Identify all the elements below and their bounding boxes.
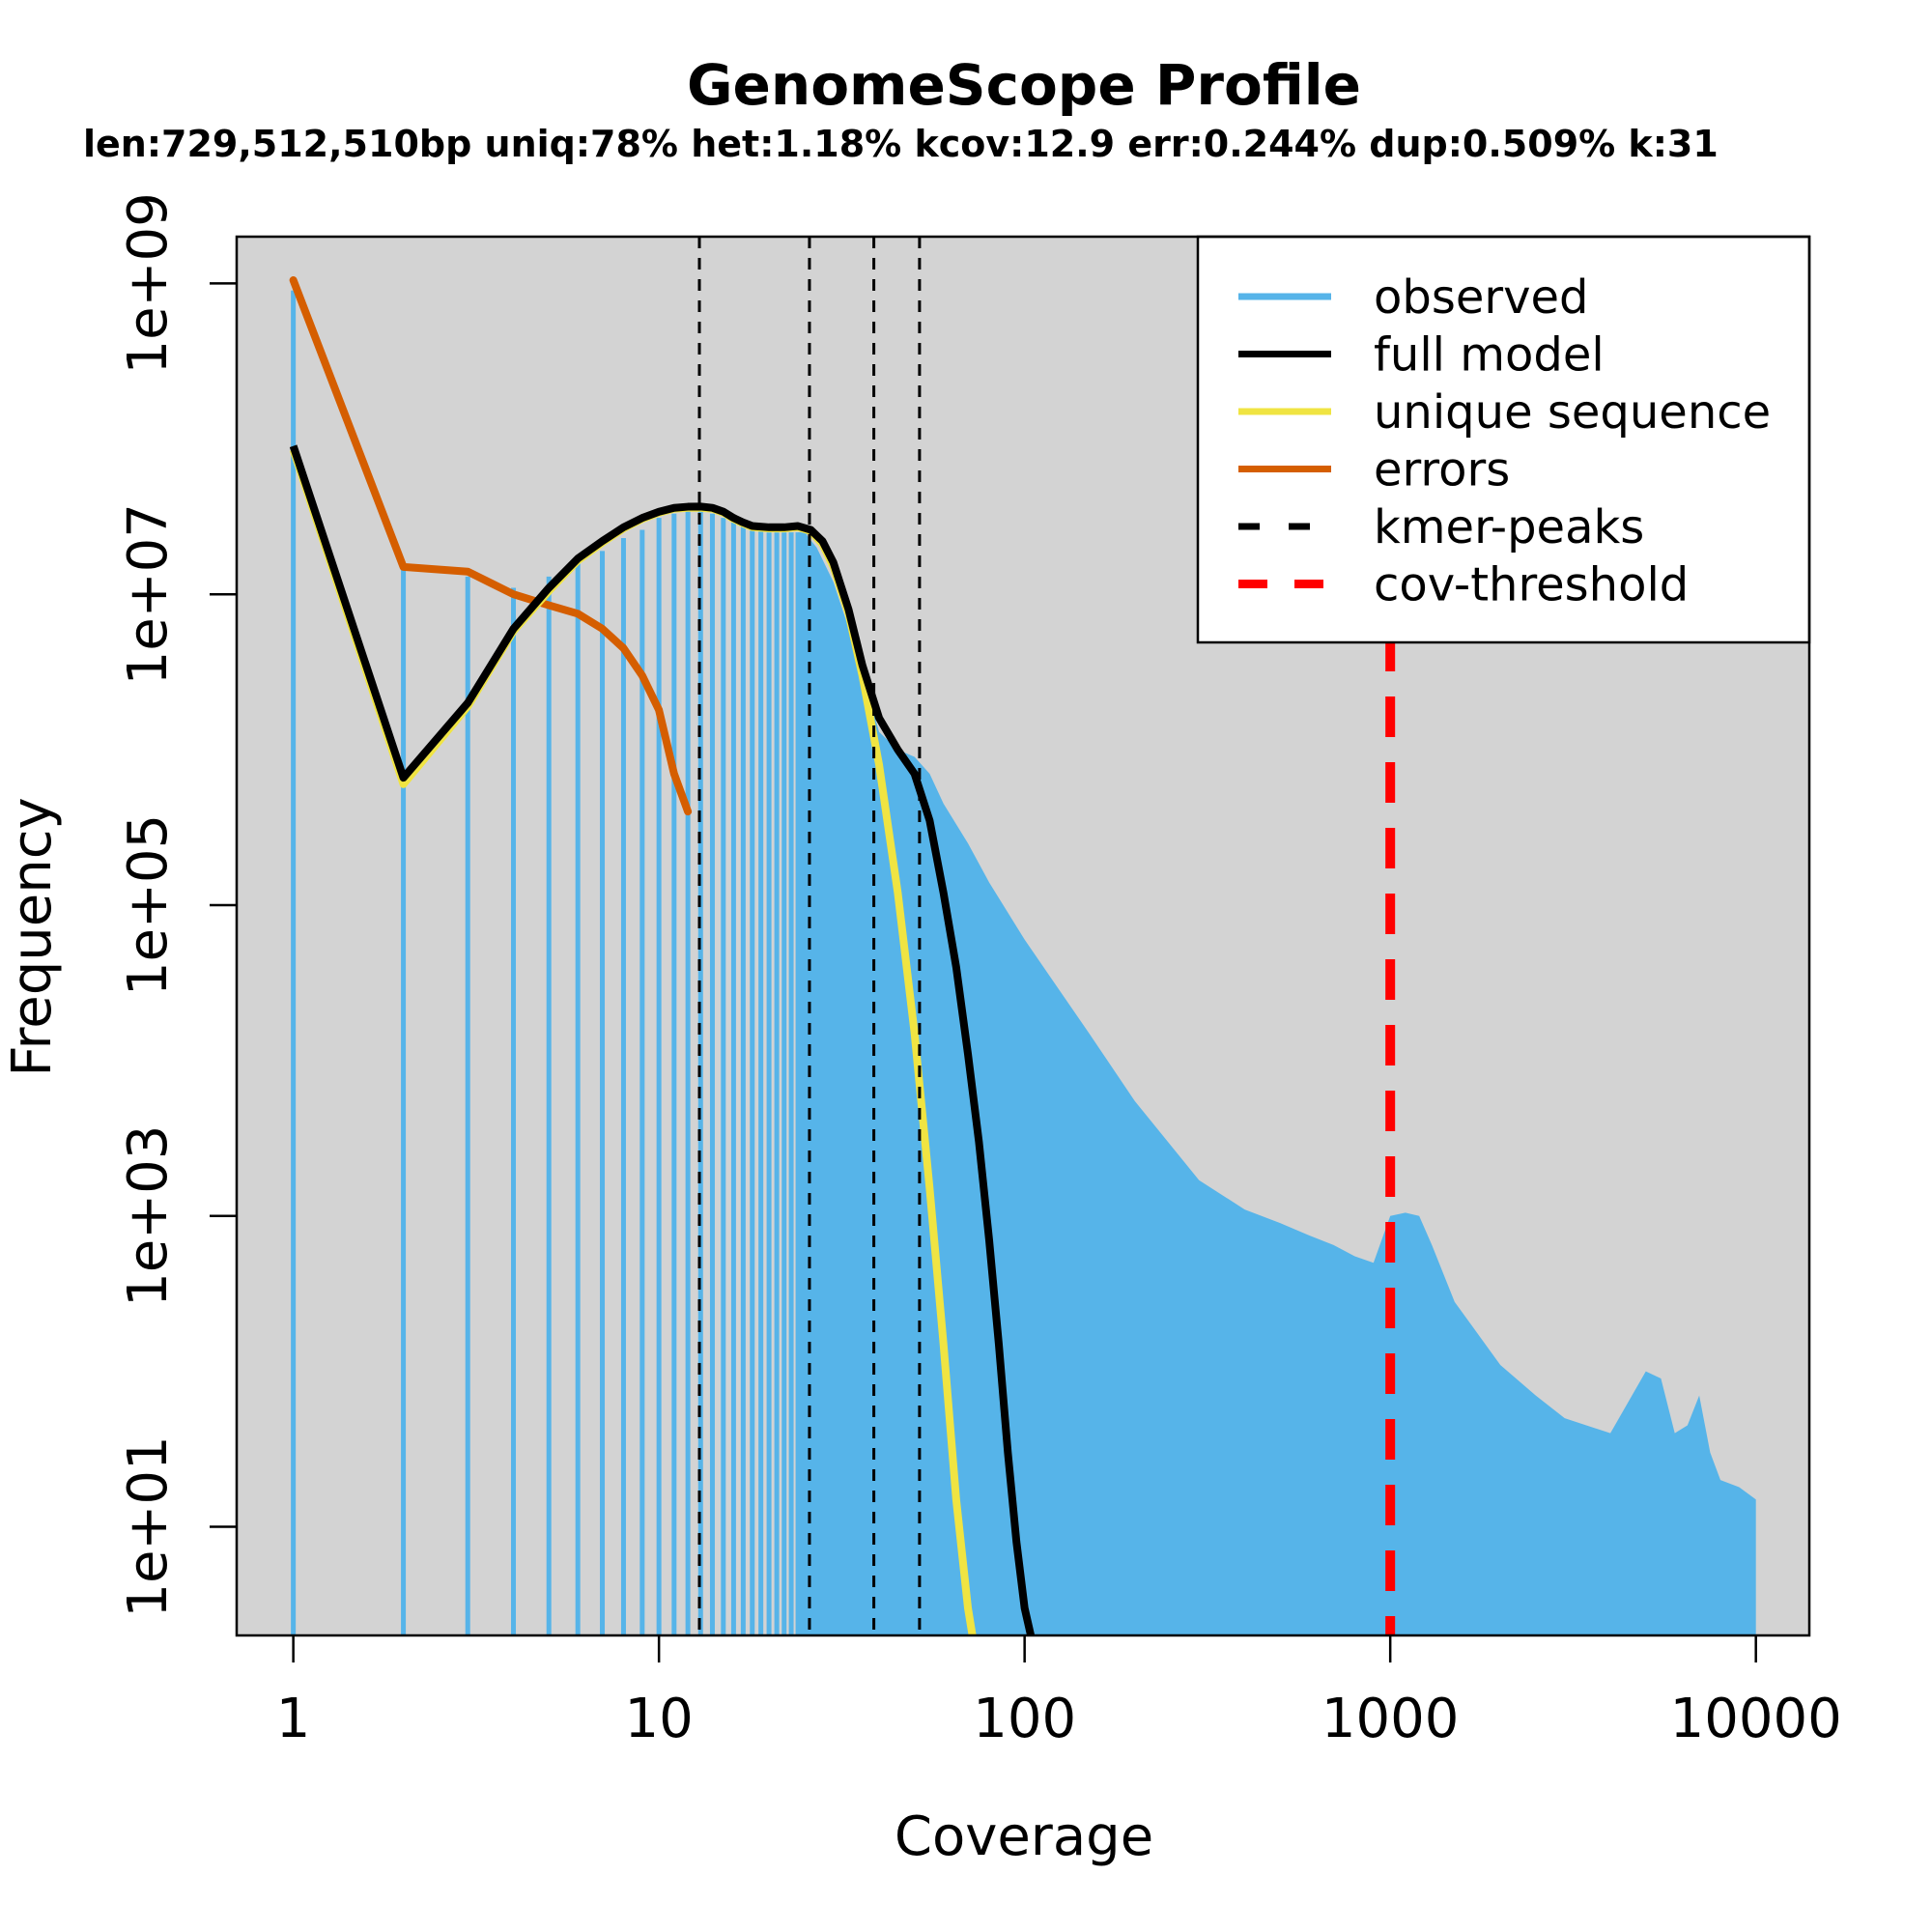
y-tick-label: 1e+03 xyxy=(117,1125,180,1307)
legend-label: full model xyxy=(1374,328,1605,383)
y-tick-label: 1e+07 xyxy=(117,503,180,685)
x-tick-label: 10000 xyxy=(1670,1688,1842,1750)
observed-area xyxy=(798,532,1756,1635)
x-tick-label: 1000 xyxy=(1321,1688,1460,1750)
y-axis: 1e+01 1e+03 1e+05 1e+07 1e+09 xyxy=(117,192,237,1618)
legend-box xyxy=(1196,235,1811,644)
x-axis: 1 10 100 1000 10000 xyxy=(276,1635,1842,1750)
legend-label: unique sequence xyxy=(1374,385,1771,440)
legend-label: errors xyxy=(1374,443,1510,497)
chart-title: GenomeScope Profile xyxy=(687,52,1361,118)
plot-inner xyxy=(289,237,1756,1635)
plot-frame xyxy=(235,235,1811,1637)
x-axis-label: Coverage xyxy=(895,1805,1153,1868)
chart-subtitle: len:729,512,510bp uniq:78% het:1.18% kco… xyxy=(83,123,1719,165)
x-tick-label: 100 xyxy=(973,1688,1076,1750)
legend-label: observed xyxy=(1374,270,1589,325)
legend-label: kmer-peaks xyxy=(1374,500,1644,554)
x-tick-label: 10 xyxy=(625,1688,694,1750)
y-tick-label: 1e+01 xyxy=(117,1435,180,1617)
x-tick-label: 1 xyxy=(276,1688,311,1750)
errors-line xyxy=(289,276,693,816)
y-tick-label: 1e+09 xyxy=(117,192,180,374)
y-tick-label: 1e+05 xyxy=(117,814,180,996)
full-model-line xyxy=(289,444,1036,1635)
y-axis-label: Frequency xyxy=(1,797,64,1076)
legend-label: cov-threshold xyxy=(1374,558,1689,612)
observed-bars xyxy=(291,290,808,1635)
